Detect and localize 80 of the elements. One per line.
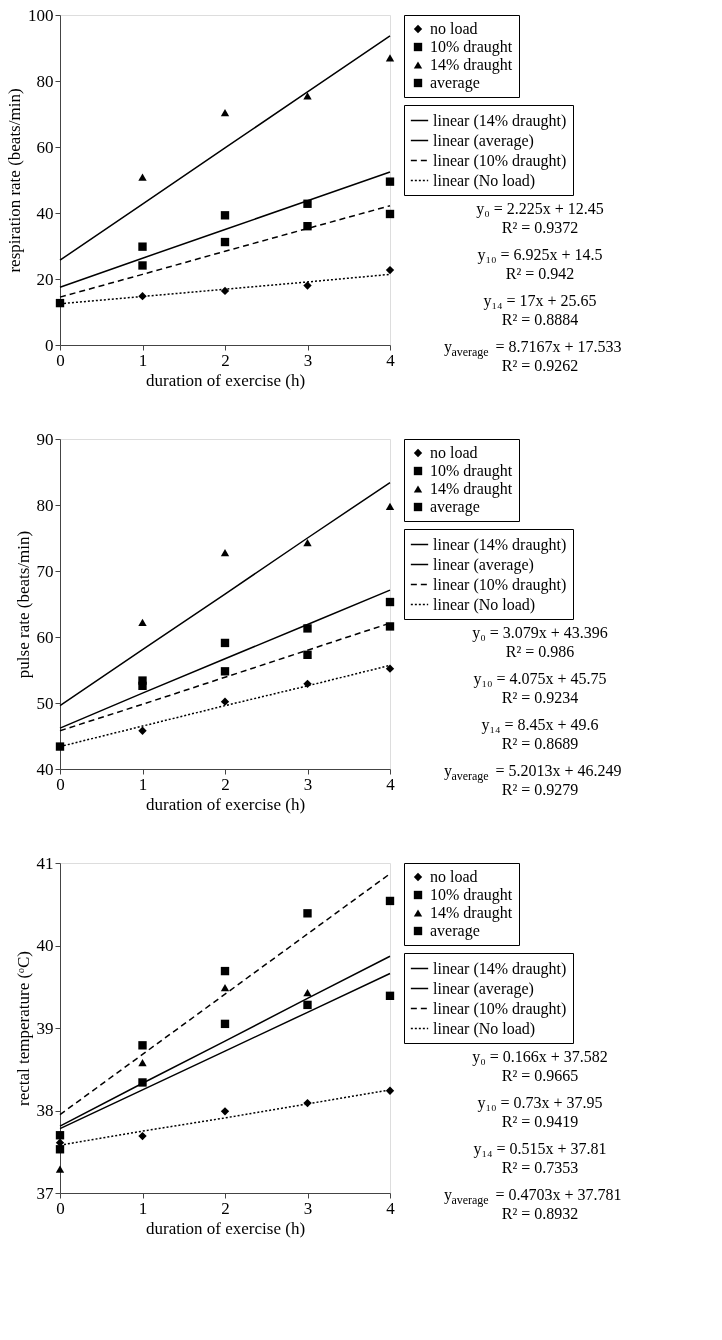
y-axis-title: respiration rate (beats/min) xyxy=(5,88,24,273)
x-tick-label: 1 xyxy=(138,350,148,370)
legend-label: 10% draught xyxy=(430,886,513,904)
legend-label: linear (average) xyxy=(433,131,534,150)
x-tick-label: 3 xyxy=(303,1198,313,1218)
x-axis-title: duration of exercise (h) xyxy=(145,370,306,390)
legend-label: linear (14% draught) xyxy=(433,535,567,554)
legend-label: linear (average) xyxy=(433,979,534,998)
text: R² = 0.7353 xyxy=(501,1159,579,1176)
legend-label: linear (10% draught) xyxy=(433,575,567,594)
x-tick-label: 1 xyxy=(138,1198,148,1218)
y-tick-label: 0 xyxy=(45,335,54,355)
text: y₁₀ = 6.925x + 14.5 xyxy=(477,246,603,264)
y-tick-label: 40 xyxy=(36,759,54,779)
legend-label: no load xyxy=(430,20,478,37)
text: R² = 0.9372 xyxy=(501,219,579,236)
y-tick-label: 37 xyxy=(36,1183,54,1203)
y-tick-label: 60 xyxy=(36,627,54,647)
y-tick-label: 90 xyxy=(36,429,54,449)
legend-label: 10% draught xyxy=(430,38,513,56)
legend-label: linear (average) xyxy=(433,555,534,574)
legend-label: linear (No load) xyxy=(433,1019,536,1038)
legend-label: average xyxy=(430,922,480,940)
legend-label: 10% draught xyxy=(430,462,513,480)
legend-label: no load xyxy=(430,444,478,461)
y-tick-label: 38 xyxy=(36,1101,54,1120)
legend-label: linear (14% draught) xyxy=(433,111,567,130)
legend-label: 14% draught xyxy=(430,56,513,74)
x-tick-label: 2 xyxy=(221,1198,230,1218)
text: y₁₀ = 0.73x + 37.95 xyxy=(477,1094,603,1112)
text: R² = 0.8884 xyxy=(501,311,579,328)
text: R² = 0.9262 xyxy=(501,357,579,374)
legend-label: linear (14% draught) xyxy=(433,959,567,978)
x-tick-label: 4 xyxy=(386,1198,396,1218)
x-axis-title: duration of exercise (h) xyxy=(145,794,306,814)
legend-label: average xyxy=(430,74,480,92)
text: R² = 0.986 xyxy=(505,643,575,660)
y-tick-label: 100 xyxy=(28,5,54,25)
text: R² = 0.8932 xyxy=(501,1205,579,1222)
y-tick-label: 80 xyxy=(36,71,54,91)
legend-label: linear (10% draught) xyxy=(433,999,567,1018)
y-tick-label: 60 xyxy=(36,137,54,157)
y-tick-label: 40 xyxy=(36,936,54,955)
text: R² = 0.9419 xyxy=(501,1113,579,1130)
text: R² = 0.9665 xyxy=(501,1067,579,1084)
text: R² = 0.9234 xyxy=(501,689,579,706)
text: R² = 0.9279 xyxy=(501,781,579,798)
y-tick-label: 20 xyxy=(36,269,54,289)
text: y₁₀ = 4.075x + 45.75 xyxy=(473,670,607,688)
x-tick-label: 2 xyxy=(221,774,230,794)
x-tick-label: 3 xyxy=(303,350,313,370)
x-axis-title: duration of exercise (h) xyxy=(145,1218,306,1238)
text: y₁₄ = 0.515x + 37.81 xyxy=(473,1140,607,1158)
legend-label: 14% draught xyxy=(430,904,513,922)
legend-label: no load xyxy=(430,868,478,885)
legend-label: linear (No load) xyxy=(433,171,536,190)
text: R² = 0.8689 xyxy=(501,735,579,752)
y-tick-label: 70 xyxy=(36,561,54,581)
text: y₁₄ = 17x + 25.65 xyxy=(483,292,597,310)
legend-label: linear (10% draught) xyxy=(433,151,567,170)
text: y₀ = 2.225x + 12.45 xyxy=(476,200,604,218)
y-axis-title: rectal temperature (ᵒC) xyxy=(13,951,33,1106)
y-tick-label: 41 xyxy=(36,853,54,873)
x-tick-label: 4 xyxy=(386,350,396,370)
legend-label: linear (No load) xyxy=(433,595,536,614)
x-tick-label: 3 xyxy=(303,774,313,794)
y-tick-label: 80 xyxy=(36,495,54,515)
x-tick-label: 2 xyxy=(221,350,230,370)
y-tick-label: 39 xyxy=(36,1018,54,1038)
text: y₀ = 3.079x + 43.396 xyxy=(472,624,608,642)
text: y₁₄ = 8.45x + 49.6 xyxy=(481,716,599,734)
x-tick-label: 4 xyxy=(386,774,396,794)
x-tick-label: 1 xyxy=(138,774,148,794)
y-axis-title: pulse rate (beats/min) xyxy=(13,530,33,679)
y-tick-label: 50 xyxy=(36,693,54,713)
text: y₀ = 0.166x + 37.582 xyxy=(472,1048,608,1066)
legend-label: average xyxy=(430,498,480,516)
text: R² = 0.942 xyxy=(505,265,575,282)
legend-label: 14% draught xyxy=(430,480,513,498)
y-tick-label: 40 xyxy=(36,203,54,223)
